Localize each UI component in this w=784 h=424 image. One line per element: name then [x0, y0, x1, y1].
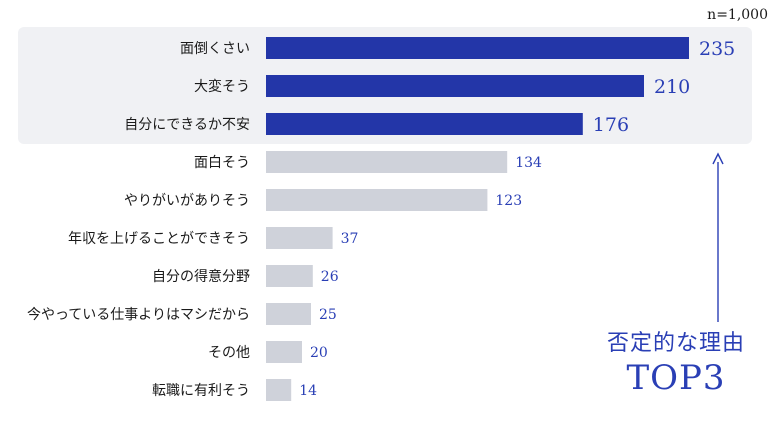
bar: [266, 265, 313, 287]
bar: [266, 75, 644, 97]
bar: [266, 189, 488, 211]
bar: [266, 151, 508, 173]
value-label: 123: [495, 193, 522, 209]
sample-size-label: n=1,000: [707, 7, 768, 23]
category-label: やりがいがありそう: [124, 193, 250, 209]
value-label: 176: [593, 114, 629, 136]
value-label: 25: [319, 307, 337, 323]
bar: [266, 303, 311, 325]
value-label: 26: [321, 269, 339, 285]
value-label: 134: [515, 155, 542, 171]
top3-annotation: 否定的な理由 TOP3: [586, 330, 766, 398]
category-label: 大変そう: [194, 78, 250, 95]
value-label: 14: [299, 383, 317, 399]
annotation-line1: 否定的な理由: [606, 331, 745, 356]
category-label: 自分にできるか不安: [124, 117, 250, 133]
value-label: 37: [341, 231, 359, 247]
arrow-head: [712, 152, 724, 165]
category-label: 面倒くさい: [180, 41, 250, 57]
category-label: 今やっている仕事よりはマシだから: [27, 307, 250, 323]
category-label: 自分の得意分野: [152, 268, 250, 285]
category-label: 面白そう: [194, 155, 250, 171]
bar: [266, 379, 292, 401]
value-label: 210: [654, 76, 690, 98]
bar: [266, 37, 689, 59]
category-label: その他: [208, 345, 250, 361]
value-label: 235: [699, 38, 735, 60]
category-label: 転職に有利そう: [152, 383, 250, 399]
category-label: 年収を上げることができそう: [68, 231, 250, 247]
bar: [266, 113, 583, 135]
annotation-line2: TOP3: [626, 358, 726, 398]
value-label: 20: [310, 345, 328, 361]
bar: [266, 341, 302, 363]
bar: [266, 227, 333, 249]
